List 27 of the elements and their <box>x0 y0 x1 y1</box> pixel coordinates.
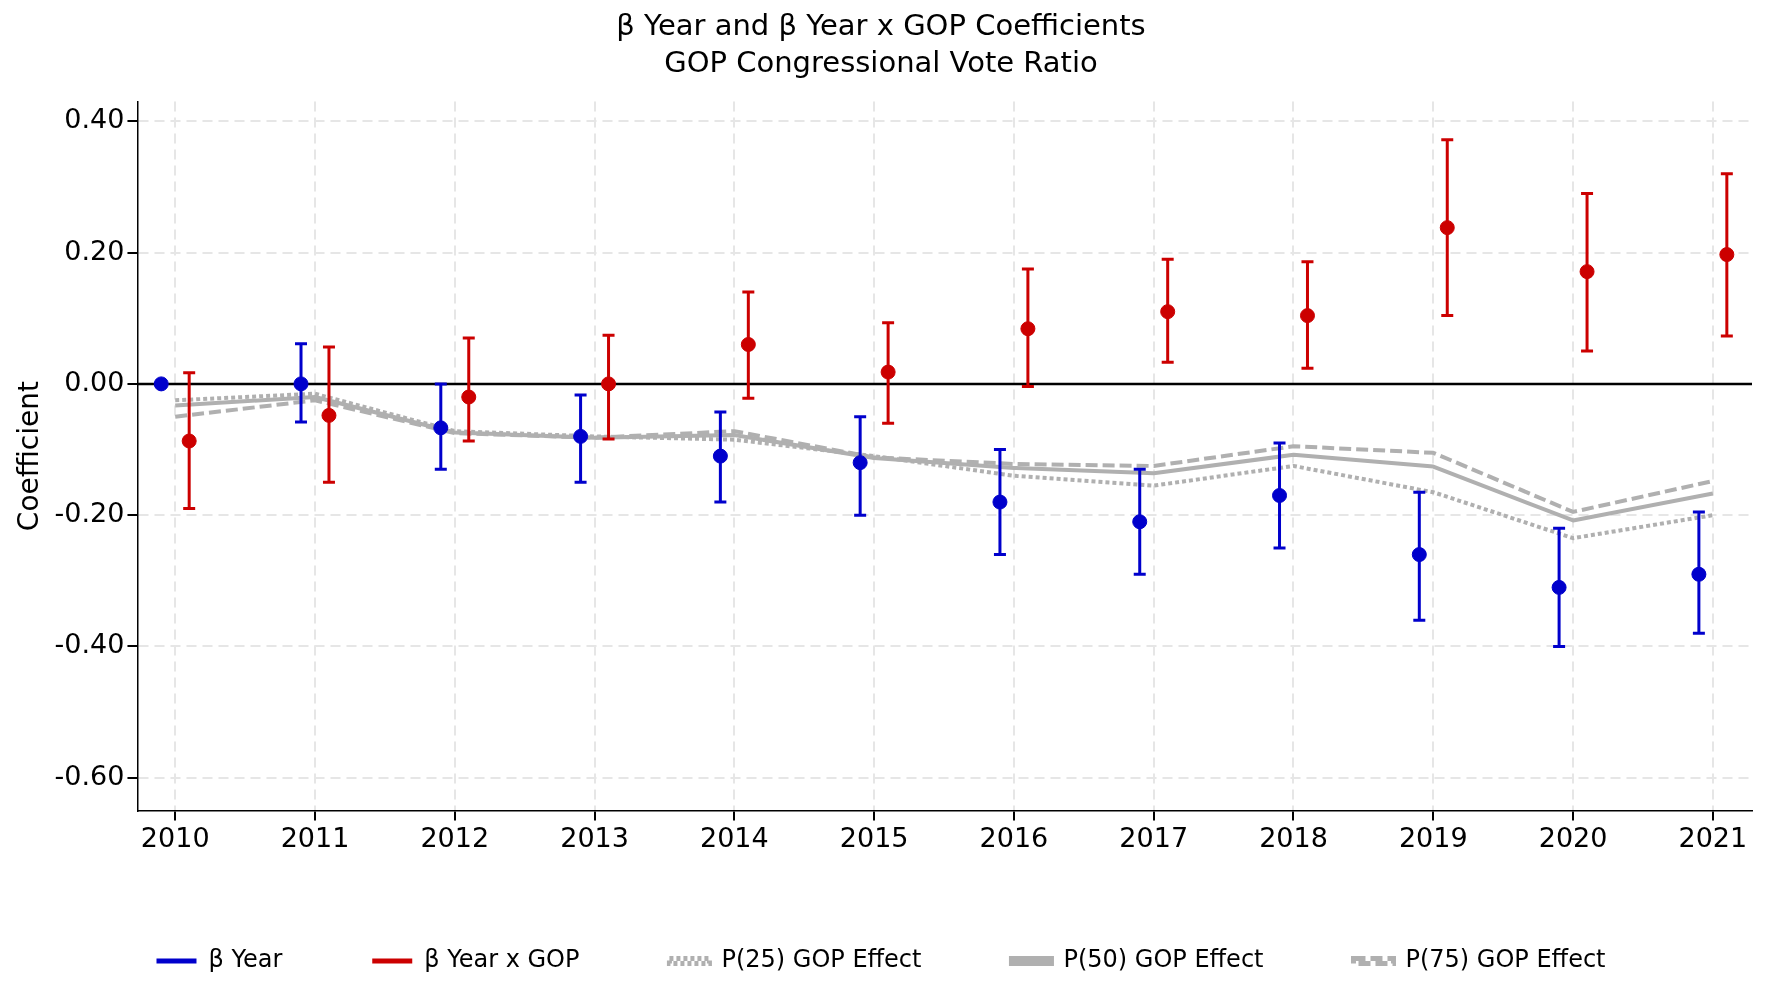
x-tick-label: 2014 <box>699 821 769 853</box>
legend-label: P(50) GOP Effect <box>1063 945 1264 974</box>
x-tick-label: 2012 <box>420 821 490 853</box>
legend-label: β Year x GOP <box>424 945 580 974</box>
chart-subtitle: GOP Congressional Vote Ratio <box>664 44 1098 79</box>
x-tick-label: 2017 <box>1119 821 1189 853</box>
legend-label: β Year <box>208 945 283 974</box>
y-tick-label: 0.20 <box>64 234 125 266</box>
x-tick-label: 2011 <box>280 821 350 853</box>
x-tick-label: 2019 <box>1398 821 1468 853</box>
y-tick-label: -0.20 <box>54 497 125 529</box>
y-tick-label: 0.00 <box>64 365 125 397</box>
x-tick-label: 2010 <box>140 821 210 853</box>
y-axis-title: Coefficient <box>12 381 46 532</box>
y-tick-label: -0.40 <box>54 628 125 660</box>
point <box>153 376 169 392</box>
chart-title: β Year and β Year x GOP Coefficients <box>616 7 1146 42</box>
x-tick-label: 2020 <box>1538 821 1608 853</box>
x-tick-label: 2015 <box>839 821 909 853</box>
x-tick-label: 2021 <box>1678 821 1748 853</box>
legend-label: P(25) GOP Effect <box>721 945 922 974</box>
y-tick-label: 0.40 <box>64 103 125 135</box>
x-tick-label: 2018 <box>1259 821 1328 853</box>
y-tick-label: -0.60 <box>54 759 125 791</box>
x-tick-label: 2016 <box>979 821 1049 853</box>
x-tick-label: 2013 <box>560 821 629 853</box>
legend-label: P(75) GOP Effect <box>1405 945 1606 974</box>
